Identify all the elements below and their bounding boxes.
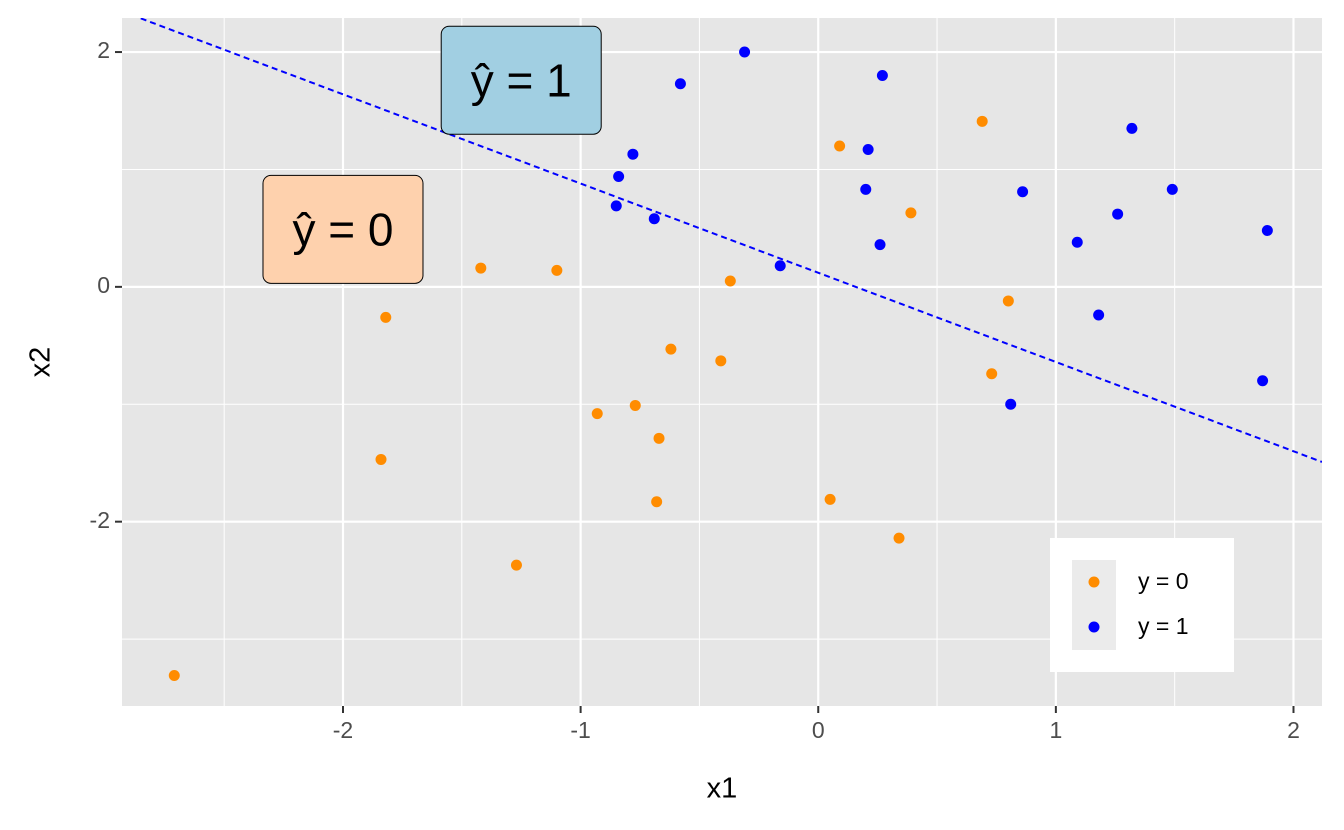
x-tick-label: 2 [1287,717,1300,743]
decision-boundary [136,18,1322,463]
point [834,140,846,152]
point [1017,186,1029,198]
point [665,343,677,355]
point [674,78,686,90]
point [774,260,786,272]
annotation-box [262,174,424,284]
point [1093,309,1105,321]
legend-point [1088,576,1100,588]
point [648,213,660,225]
point [1257,375,1269,387]
x-tick-label: 0 [812,717,825,743]
x-tick-label: 1 [1049,717,1062,743]
point [551,264,563,276]
point [591,408,603,420]
y-tick-label: -2 [90,507,110,533]
point [168,669,180,681]
point [475,262,487,274]
legend-label: y = 0 [1138,568,1189,594]
point [860,183,872,195]
point [1002,295,1014,307]
point [653,432,665,444]
point [1005,398,1017,410]
point [824,493,836,505]
annotation-label: ŷ = 1 [471,54,572,106]
point [627,148,639,160]
point [862,143,874,155]
point [893,532,905,544]
point [1071,236,1083,248]
y-tick-label: 0 [97,272,110,298]
point [1112,208,1124,220]
point [380,311,392,323]
point [1261,225,1273,237]
point [610,200,622,212]
point [876,70,888,82]
annotation-box [440,25,602,135]
point [986,368,998,380]
x-tick-label: -2 [333,717,353,743]
point [1126,122,1138,134]
point [976,115,988,127]
point [724,275,736,287]
annotation-label: ŷ = 0 [292,203,393,255]
x-tick-label: -1 [570,717,590,743]
x-axis-title: x1 [707,773,738,805]
point [651,496,663,508]
point [375,453,387,465]
point [739,46,751,58]
point [874,239,886,251]
point [905,207,917,219]
y-axis-title: x2 [25,347,57,378]
point [1166,183,1178,195]
point [510,559,522,571]
point [715,355,727,367]
legend-point [1088,621,1100,633]
point [629,399,641,411]
point [613,170,625,182]
y-tick-label: 2 [97,37,110,63]
legend-label: y = 1 [1138,613,1189,639]
